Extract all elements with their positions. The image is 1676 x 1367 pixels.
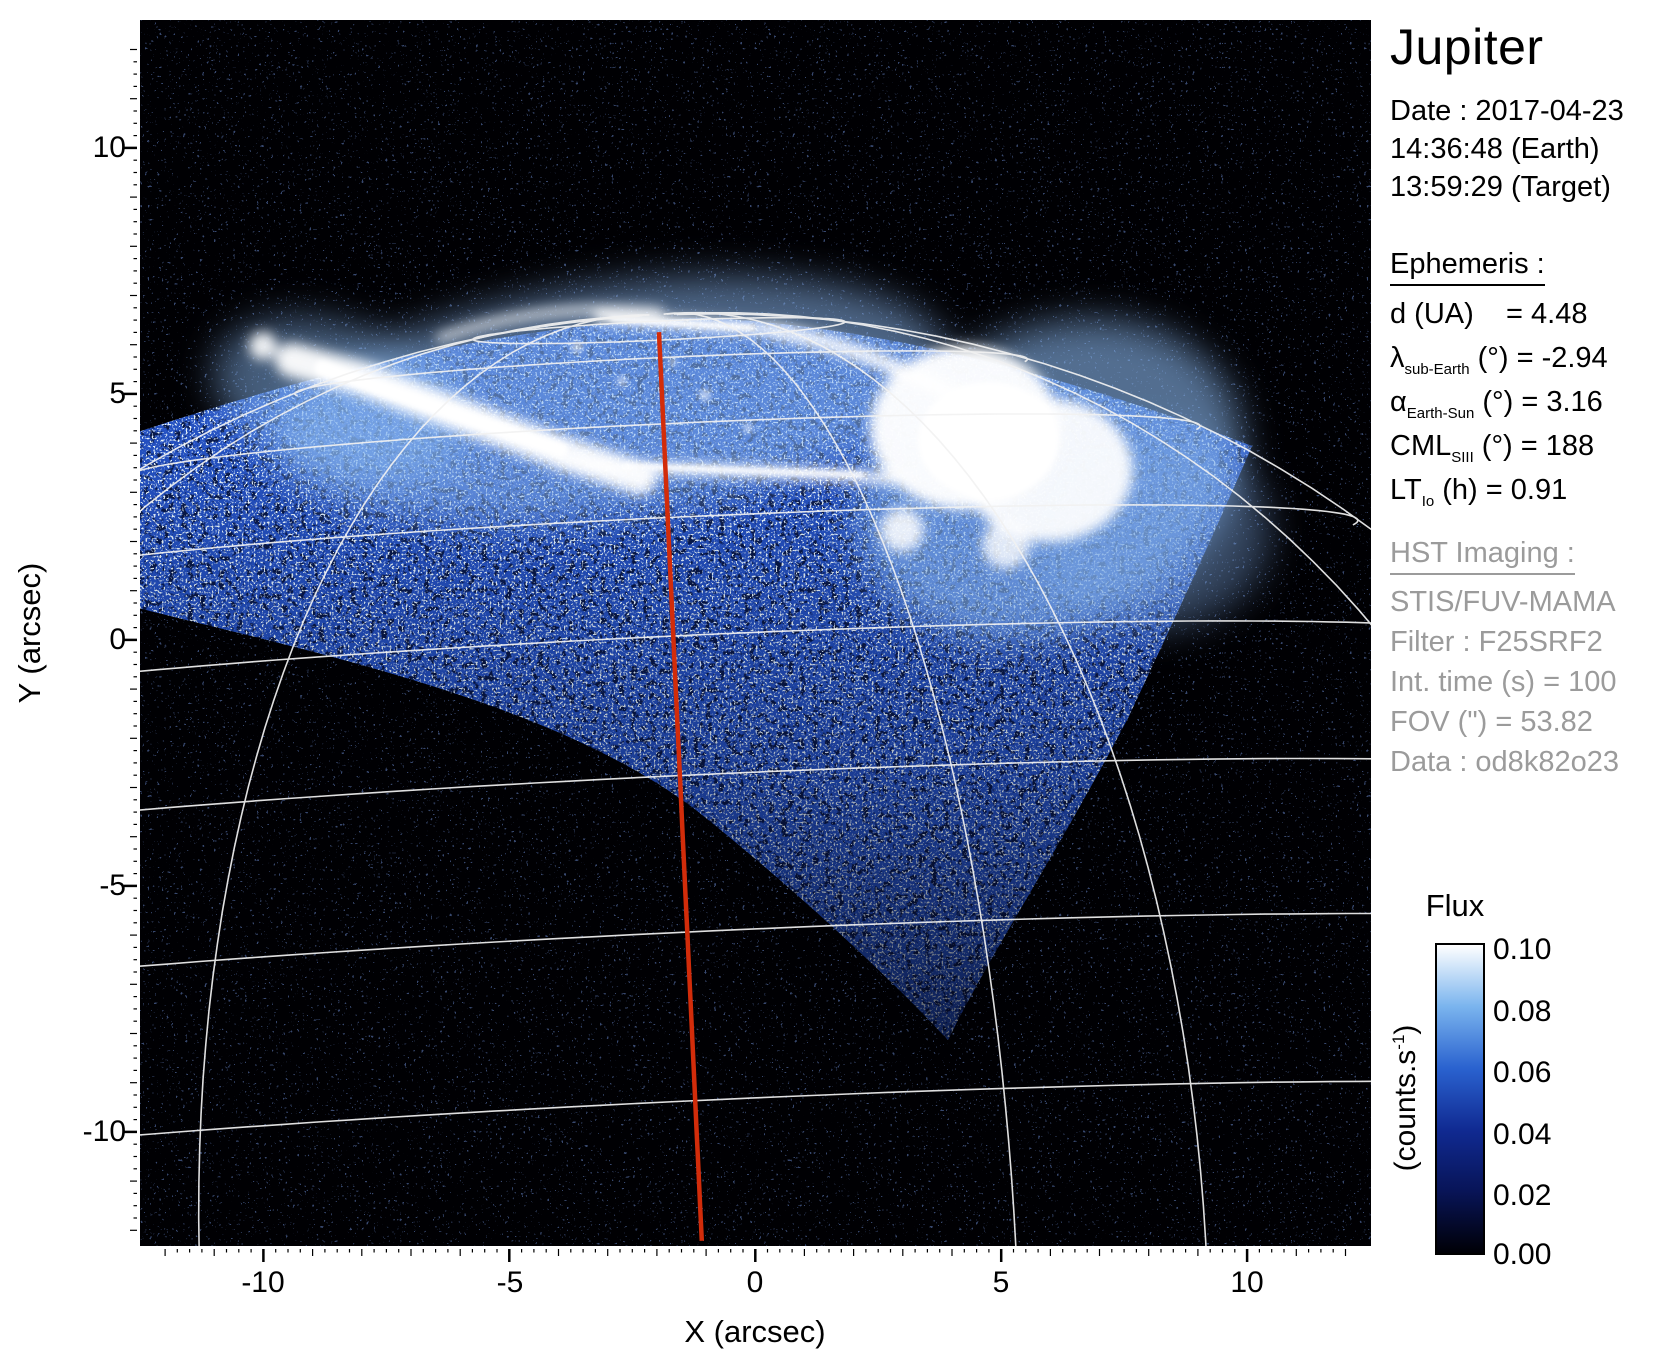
x-tick-label: -5 bbox=[496, 1266, 524, 1299]
ephemeris-row-lambda: λsub-Earth (°) = -2.94 bbox=[1390, 342, 1608, 378]
aurora-inner-spots bbox=[571, 341, 753, 433]
hst-fov: FOV (") = 53.82 bbox=[1390, 706, 1593, 738]
x-axis-label: X (arcsec) bbox=[684, 1314, 826, 1349]
hst-imaging-heading: HST Imaging : bbox=[1390, 537, 1575, 575]
colorbar-tick-label: 0.10 bbox=[1493, 933, 1552, 966]
y-axis-label: Y (arcsec) bbox=[12, 562, 47, 704]
figure-title: Jupiter bbox=[1390, 19, 1544, 75]
earth-time: 14:36:48 (Earth) bbox=[1390, 133, 1600, 165]
y-tick-label: -5 bbox=[99, 869, 126, 902]
ephemeris-heading: Ephemeris : bbox=[1390, 248, 1545, 286]
y-tick-label: 5 bbox=[109, 377, 126, 410]
hst-instrument: STIS/FUV-MAMA bbox=[1390, 586, 1616, 618]
ephemeris-row-alpha: αEarth-Sun (°) = 3.16 bbox=[1390, 386, 1603, 422]
colorbar-tick-label: 0.02 bbox=[1493, 1179, 1552, 1212]
observation-date: Date : 2017-04-23 bbox=[1390, 95, 1624, 127]
x-tick-label: 10 bbox=[1230, 1266, 1264, 1299]
colorbar-tick-label: 0.06 bbox=[1493, 1056, 1552, 1089]
ephemeris-row-cml: CMLSIII (°) = 188 bbox=[1390, 430, 1595, 466]
colorbar-title: Flux bbox=[1425, 888, 1485, 923]
y-tick-label: 10 bbox=[92, 131, 126, 164]
cml-meridian-line bbox=[656, 332, 705, 1241]
y-tick-label: -10 bbox=[82, 1115, 126, 1148]
colorbar-gradient bbox=[1435, 943, 1485, 1255]
colorbar-tick-label: 0.08 bbox=[1493, 995, 1552, 1028]
ephemeris-row-lt: LTIo (h) = 0.91 bbox=[1390, 474, 1568, 510]
colorbar-tick-label: 0.00 bbox=[1493, 1238, 1552, 1271]
x-tick-label: 5 bbox=[992, 1266, 1010, 1299]
hst-filter: Filter : F25SRF2 bbox=[1390, 626, 1603, 658]
colorbar-tick-label: 0.04 bbox=[1493, 1118, 1552, 1151]
axis-ticks bbox=[124, 48, 1347, 1262]
x-tick-label: -10 bbox=[241, 1266, 285, 1299]
plot-frame bbox=[138, 18, 1373, 1248]
ephemeris-row-d: d (UA) = 4.48 bbox=[1390, 298, 1588, 330]
hst-data-id: Data : od8k82o23 bbox=[1390, 746, 1619, 778]
target-time: 13:59:29 (Target) bbox=[1390, 171, 1611, 203]
colorbar-unit-label: (counts.s-1) bbox=[1389, 1024, 1422, 1172]
y-tick-label: 0 bbox=[109, 623, 126, 656]
hst-int-time: Int. time (s) = 100 bbox=[1390, 666, 1617, 698]
x-tick-label: 0 bbox=[746, 1266, 764, 1299]
